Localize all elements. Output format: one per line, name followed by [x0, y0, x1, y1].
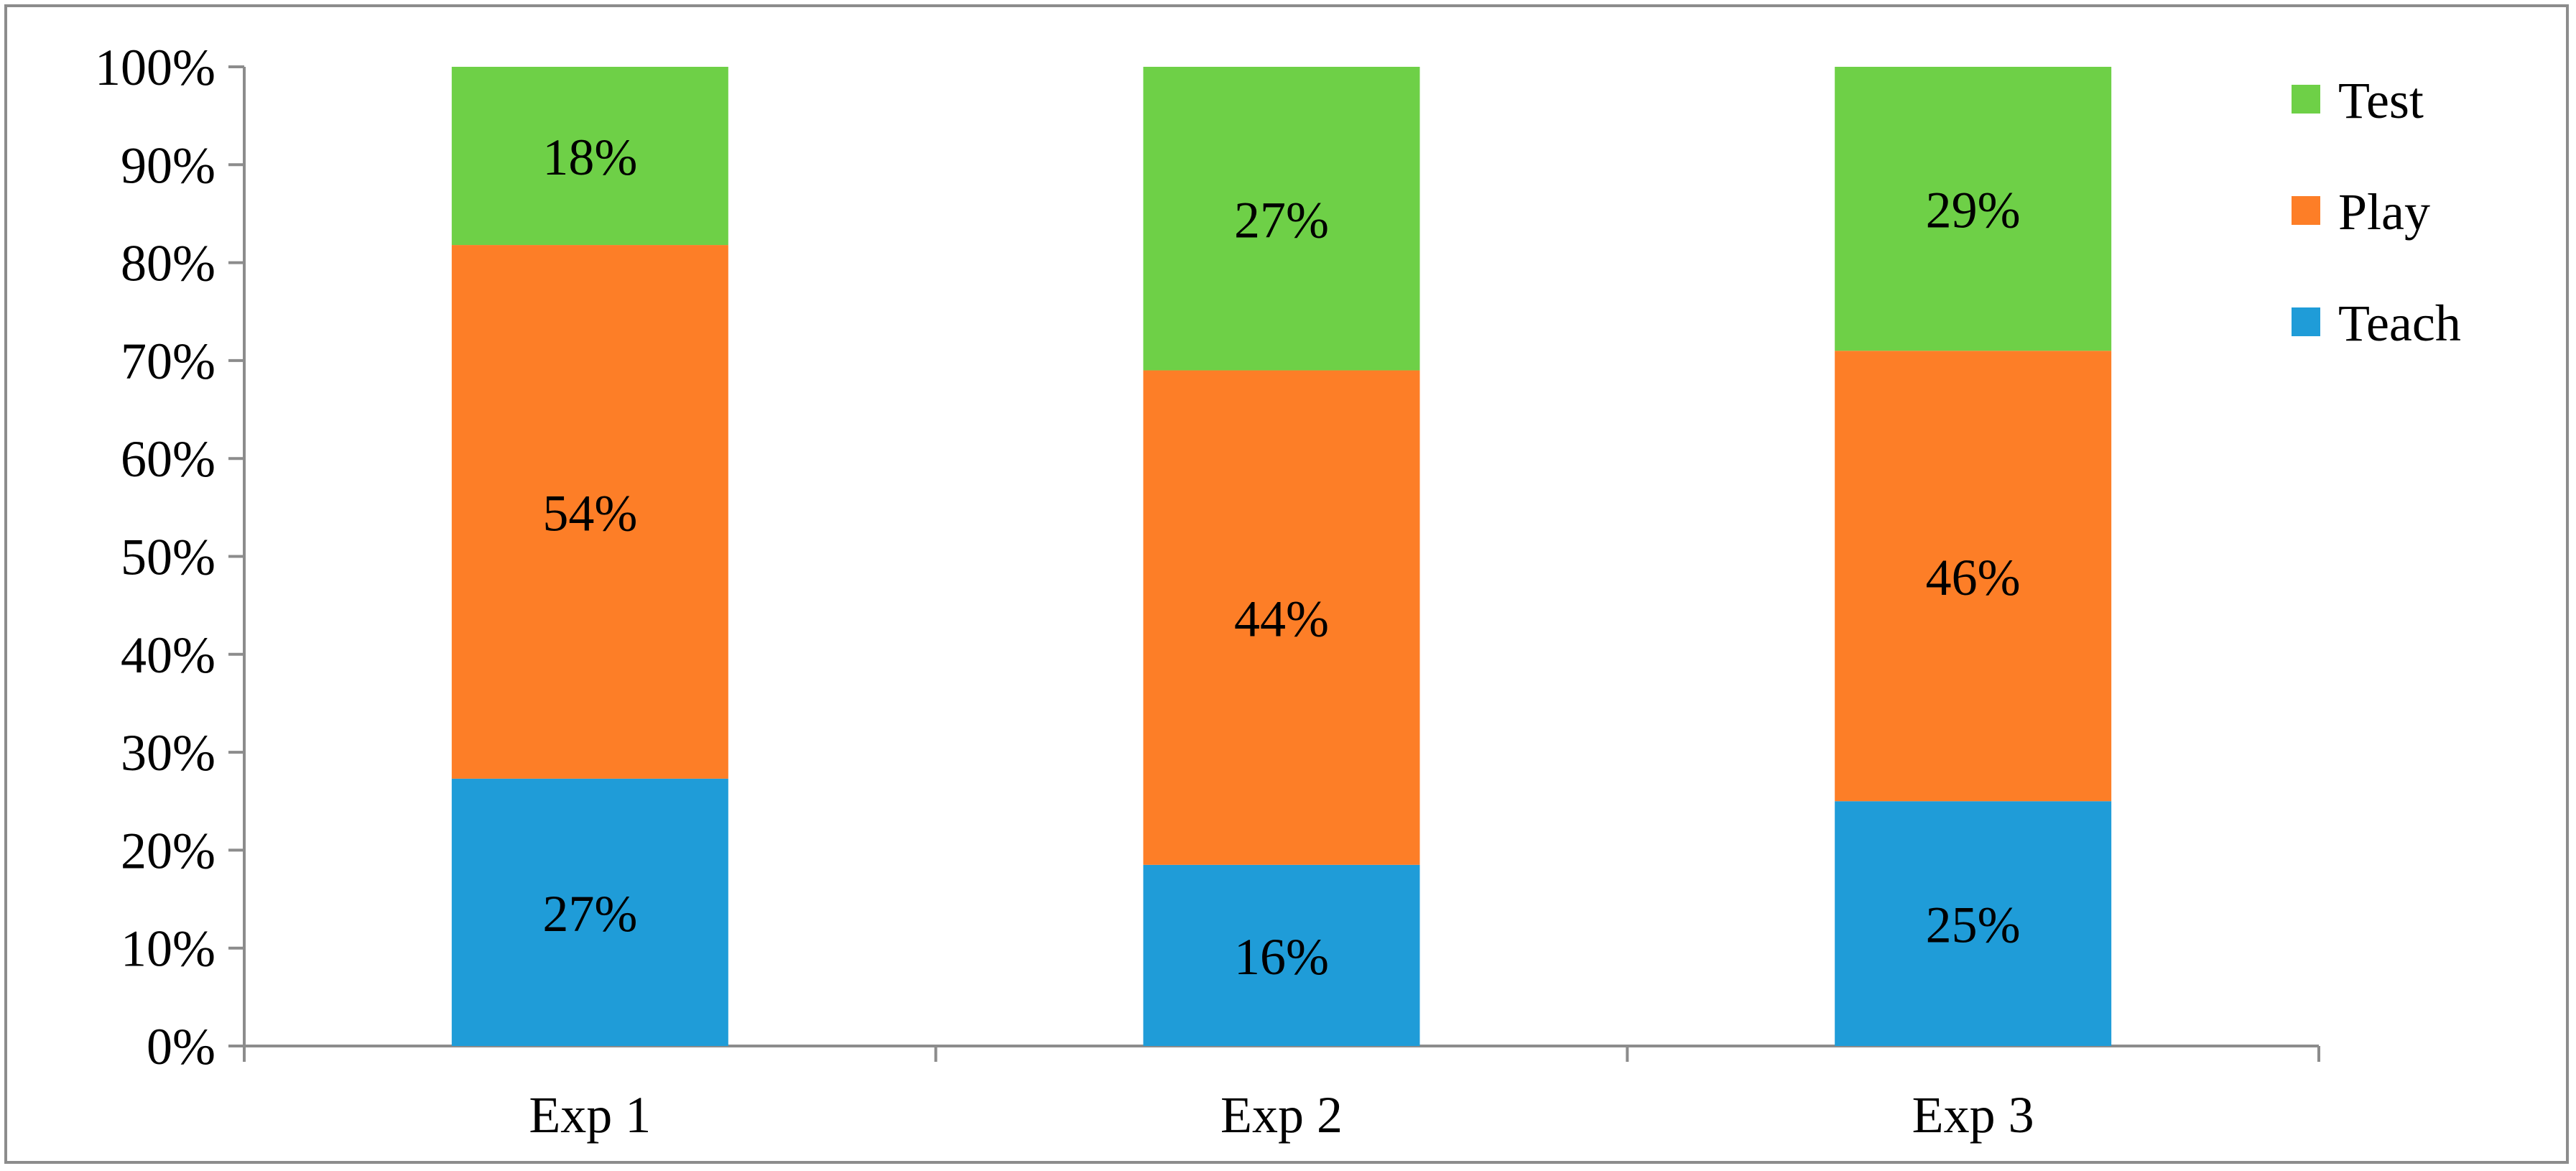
x-tick-label: Exp 1	[529, 1086, 651, 1144]
y-tick-label: 30%	[121, 724, 216, 782]
data-label: 46%	[1926, 549, 2021, 606]
data-label: 18%	[542, 129, 637, 186]
bar-segment-teach[interactable]	[451, 778, 728, 1046]
bar-segment-test[interactable]	[1143, 67, 1420, 371]
x-tick-label: Exp 2	[1220, 1086, 1343, 1144]
bar-segment-play[interactable]	[1835, 351, 2112, 802]
bar-segment-teach[interactable]	[1143, 864, 1420, 1046]
data-label: 27%	[542, 885, 637, 943]
bar-segment-teach[interactable]	[1835, 801, 2112, 1046]
bar-segment-test[interactable]	[1835, 67, 2112, 351]
legend-swatch-play	[2292, 196, 2320, 225]
y-tick-label: 80%	[121, 235, 216, 292]
legend-label-teach: Teach	[2338, 295, 2461, 352]
data-label: 29%	[1926, 182, 2021, 239]
y-tick-label: 50%	[121, 529, 216, 586]
legend-swatch-teach	[2292, 307, 2320, 336]
y-tick-label: 60%	[121, 430, 216, 488]
y-tick-label: 0%	[147, 1018, 216, 1075]
legend-label-test: Test	[2338, 72, 2424, 129]
bar-segment-play[interactable]	[1143, 370, 1420, 865]
legend-label-play: Play	[2338, 183, 2430, 241]
y-tick-label: 70%	[121, 333, 216, 390]
data-label: 44%	[1234, 591, 1329, 648]
y-tick-label: 10%	[121, 920, 216, 978]
data-label: 25%	[1926, 897, 2021, 954]
legend-swatch-test	[2292, 85, 2320, 114]
bar-segment-test[interactable]	[451, 67, 728, 246]
data-label: 54%	[542, 484, 637, 542]
x-tick-label: Exp 3	[1912, 1086, 2034, 1144]
data-label: 27%	[1234, 191, 1329, 249]
bar-segment-play[interactable]	[451, 245, 728, 779]
y-tick-label: 20%	[121, 822, 216, 879]
y-tick-label: 90%	[121, 136, 216, 194]
y-tick-label: 100%	[95, 39, 216, 96]
y-tick-label: 40%	[121, 626, 216, 684]
data-label: 16%	[1234, 928, 1329, 986]
